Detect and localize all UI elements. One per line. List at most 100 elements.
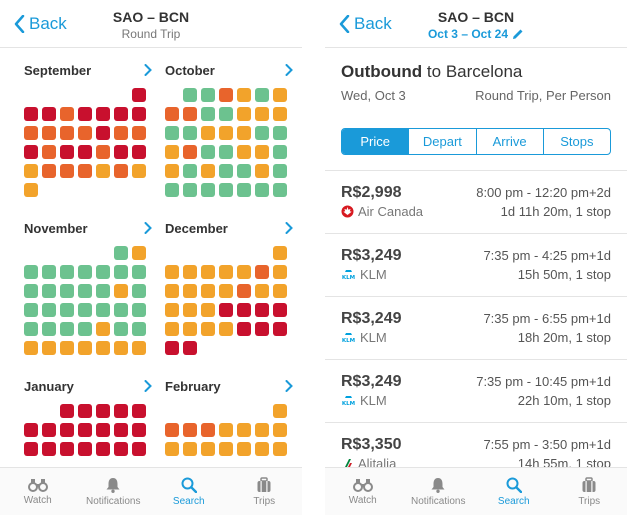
day-cell[interactable]: [78, 126, 92, 140]
day-cell[interactable]: [183, 322, 197, 336]
day-cell[interactable]: [42, 126, 56, 140]
day-cell[interactable]: [273, 183, 287, 197]
day-cell[interactable]: [255, 265, 269, 279]
day-cell[interactable]: [60, 145, 74, 159]
day-cell[interactable]: [273, 442, 287, 456]
day-cell[interactable]: [132, 322, 146, 336]
day-cell[interactable]: [237, 145, 251, 159]
day-cell[interactable]: [42, 442, 56, 456]
day-cell[interactable]: [24, 303, 38, 317]
day-cell[interactable]: [201, 423, 215, 437]
day-cell[interactable]: [132, 423, 146, 437]
day-cell[interactable]: [78, 107, 92, 121]
day-cell[interactable]: [42, 145, 56, 159]
flight-row[interactable]: R$3,249 KLM KLM 7:35 pm - 10:45 pm+1d 22…: [325, 359, 627, 422]
day-cell[interactable]: [201, 164, 215, 178]
day-cell[interactable]: [60, 322, 74, 336]
day-cell[interactable]: [219, 284, 233, 298]
sort-arrive[interactable]: Arrive: [475, 129, 543, 154]
day-cell[interactable]: [24, 423, 38, 437]
day-cell[interactable]: [273, 423, 287, 437]
tab-search[interactable]: Search: [476, 468, 552, 515]
day-cell[interactable]: [183, 303, 197, 317]
day-cell[interactable]: [78, 145, 92, 159]
flight-row[interactable]: R$2,998 Air Canada 8:00 pm - 12:20 pm+2d…: [325, 170, 627, 233]
day-cell[interactable]: [255, 322, 269, 336]
day-cell[interactable]: [165, 284, 179, 298]
day-cell[interactable]: [96, 145, 110, 159]
day-cell[interactable]: [273, 145, 287, 159]
day-cell[interactable]: [96, 265, 110, 279]
day-cell[interactable]: [24, 442, 38, 456]
sort-stops[interactable]: Stops: [542, 129, 610, 154]
day-cell[interactable]: [165, 265, 179, 279]
day-cell[interactable]: [201, 126, 215, 140]
day-cell[interactable]: [132, 145, 146, 159]
day-cell[interactable]: [183, 164, 197, 178]
day-cell[interactable]: [219, 183, 233, 197]
day-cell[interactable]: [42, 107, 56, 121]
day-cell[interactable]: [237, 303, 251, 317]
day-cell[interactable]: [24, 145, 38, 159]
day-cell[interactable]: [96, 284, 110, 298]
day-cell[interactable]: [165, 164, 179, 178]
day-cell[interactable]: [237, 322, 251, 336]
day-cell[interactable]: [219, 423, 233, 437]
day-cell[interactable]: [237, 88, 251, 102]
day-cell[interactable]: [219, 164, 233, 178]
day-cell[interactable]: [237, 442, 251, 456]
day-cell[interactable]: [42, 341, 56, 355]
back-button[interactable]: Back: [339, 14, 392, 34]
day-cell[interactable]: [255, 442, 269, 456]
day-cell[interactable]: [183, 284, 197, 298]
day-cell[interactable]: [132, 303, 146, 317]
day-cell[interactable]: [60, 442, 74, 456]
tab-notifications[interactable]: Notifications: [401, 468, 477, 515]
sort-price[interactable]: Price: [342, 129, 409, 154]
day-cell[interactable]: [42, 164, 56, 178]
day-cell[interactable]: [42, 265, 56, 279]
day-cell[interactable]: [219, 107, 233, 121]
day-cell[interactable]: [237, 284, 251, 298]
day-cell[interactable]: [219, 303, 233, 317]
day-cell[interactable]: [60, 303, 74, 317]
day-cell[interactable]: [237, 126, 251, 140]
day-cell[interactable]: [165, 442, 179, 456]
day-cell[interactable]: [96, 322, 110, 336]
day-cell[interactable]: [237, 183, 251, 197]
day-cell[interactable]: [78, 164, 92, 178]
day-cell[interactable]: [273, 126, 287, 140]
day-cell[interactable]: [42, 322, 56, 336]
day-cell[interactable]: [96, 404, 110, 418]
day-cell[interactable]: [132, 442, 146, 456]
day-cell[interactable]: [237, 423, 251, 437]
back-button[interactable]: Back: [14, 14, 67, 34]
day-cell[interactable]: [132, 88, 146, 102]
day-cell[interactable]: [255, 107, 269, 121]
day-cell[interactable]: [96, 341, 110, 355]
day-cell[interactable]: [273, 164, 287, 178]
day-cell[interactable]: [78, 341, 92, 355]
chevron-right-icon[interactable]: [285, 64, 293, 76]
day-cell[interactable]: [183, 107, 197, 121]
day-cell[interactable]: [42, 284, 56, 298]
day-cell[interactable]: [273, 88, 287, 102]
day-cell[interactable]: [114, 303, 128, 317]
day-cell[interactable]: [273, 265, 287, 279]
chevron-right-icon[interactable]: [285, 380, 293, 392]
tab-notifications[interactable]: Notifications: [76, 468, 152, 515]
day-cell[interactable]: [114, 322, 128, 336]
date-range-button[interactable]: Oct 3 – Oct 24: [325, 27, 627, 41]
day-cell[interactable]: [132, 126, 146, 140]
day-cell[interactable]: [78, 442, 92, 456]
sort-depart[interactable]: Depart: [408, 129, 475, 154]
day-cell[interactable]: [273, 303, 287, 317]
day-cell[interactable]: [273, 284, 287, 298]
tab-watch[interactable]: Watch: [0, 468, 76, 515]
day-cell[interactable]: [237, 164, 251, 178]
day-cell[interactable]: [183, 442, 197, 456]
day-cell[interactable]: [114, 284, 128, 298]
day-cell[interactable]: [114, 265, 128, 279]
day-cell[interactable]: [114, 341, 128, 355]
day-cell[interactable]: [165, 107, 179, 121]
